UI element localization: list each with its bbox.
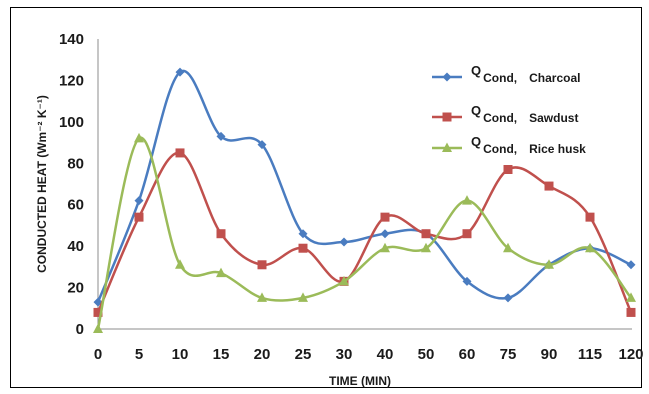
data-point bbox=[93, 307, 103, 317]
data-point bbox=[421, 229, 431, 239]
x-tick-label: 20 bbox=[254, 346, 271, 363]
y-tick-labels: 0 20 40 60 80 100 120 140 bbox=[59, 31, 84, 338]
y-tick-label: 80 bbox=[67, 155, 84, 172]
legend-item: Q Cond, Sawdust bbox=[432, 103, 578, 125]
x-tick-labels: 0 5 10 15 20 25 30 40 50 60 75 90 115 120 bbox=[94, 346, 644, 363]
y-tick-label: 120 bbox=[59, 72, 84, 89]
data-point bbox=[503, 293, 513, 303]
data-point bbox=[175, 148, 185, 158]
legend-material: Charcoal bbox=[529, 71, 580, 85]
data-point bbox=[257, 260, 267, 270]
data-point bbox=[626, 292, 636, 302]
legend-q: Q bbox=[471, 134, 481, 149]
series-charcoal bbox=[93, 67, 636, 307]
data-point bbox=[134, 196, 144, 206]
data-point bbox=[380, 212, 390, 222]
x-tick-label: 5 bbox=[135, 346, 143, 363]
y-tick-label: 60 bbox=[67, 197, 84, 214]
data-point bbox=[216, 229, 226, 239]
data-point bbox=[462, 229, 472, 239]
data-point bbox=[134, 132, 144, 143]
data-point bbox=[257, 292, 267, 302]
legend-subscript: Cond, bbox=[483, 142, 517, 156]
series-line bbox=[96, 151, 633, 313]
x-tick-label: 40 bbox=[377, 346, 394, 363]
x-tick-label: 120 bbox=[618, 346, 643, 363]
data-point bbox=[626, 307, 636, 317]
series-layer bbox=[93, 67, 636, 333]
data-point bbox=[339, 237, 349, 247]
data-point bbox=[462, 276, 472, 286]
data-point bbox=[380, 229, 390, 239]
legend-material: Sawdust bbox=[529, 111, 578, 125]
legend-q: Q bbox=[471, 63, 481, 78]
data-point bbox=[544, 181, 554, 191]
data-point bbox=[257, 140, 267, 150]
data-point bbox=[134, 212, 144, 222]
legend-label: Q Cond, Charcoal bbox=[471, 63, 580, 85]
data-point bbox=[380, 242, 390, 253]
data-point bbox=[298, 243, 308, 253]
data-point bbox=[339, 275, 349, 286]
data-point bbox=[175, 259, 185, 269]
series-line bbox=[96, 136, 632, 330]
data-point bbox=[503, 242, 513, 253]
chart-axes bbox=[97, 39, 632, 330]
y-tick-label: 40 bbox=[67, 238, 84, 255]
x-tick-label: 90 bbox=[541, 346, 558, 363]
legend-marker bbox=[442, 112, 452, 122]
x-tick-label: 15 bbox=[213, 346, 230, 363]
chart-frame bbox=[10, 7, 642, 388]
legend-marker bbox=[442, 72, 452, 82]
data-point bbox=[216, 267, 226, 278]
data-point bbox=[298, 229, 308, 239]
legend-item: Q Cond, Rice husk bbox=[432, 134, 586, 156]
x-tick-label: 115 bbox=[578, 346, 602, 363]
legend-item: Q Cond, Charcoal bbox=[432, 63, 580, 85]
x-tick-label: 60 bbox=[459, 346, 476, 363]
y-tick-label: 0 bbox=[76, 321, 84, 338]
legend-label: Q Cond, Sawdust bbox=[471, 103, 578, 125]
series-sawdust bbox=[93, 148, 636, 317]
legend-marker bbox=[442, 142, 452, 152]
x-tick-label: 10 bbox=[172, 346, 189, 363]
y-axis-title: CONDUCTED HEAT (Wm⁻² K⁻¹) bbox=[35, 95, 49, 273]
x-tick-label: 30 bbox=[336, 346, 353, 363]
data-point bbox=[298, 292, 308, 302]
data-point bbox=[503, 165, 513, 174]
data-point bbox=[421, 242, 431, 253]
series-rice-husk bbox=[93, 132, 636, 333]
y-tick-label: 100 bbox=[59, 114, 84, 131]
data-point bbox=[585, 242, 595, 253]
x-tick-label: 0 bbox=[94, 346, 102, 363]
y-tick-label: 140 bbox=[59, 31, 84, 48]
legend-subscript: Cond, bbox=[483, 111, 517, 125]
x-tick-label: 25 bbox=[295, 346, 312, 363]
x-tick-label: 50 bbox=[418, 346, 435, 363]
data-point bbox=[175, 67, 185, 77]
x-axis-title: TIME (MIN) bbox=[329, 374, 391, 388]
data-point bbox=[585, 212, 595, 222]
data-point bbox=[93, 323, 103, 333]
data-point bbox=[462, 195, 472, 205]
x-tick-label: 75 bbox=[500, 346, 517, 363]
legend-material: Rice husk bbox=[529, 142, 586, 156]
data-point bbox=[626, 260, 636, 270]
legend-subscript: Cond, bbox=[483, 71, 517, 85]
data-point bbox=[544, 259, 554, 269]
y-tick-label: 20 bbox=[67, 280, 84, 297]
data-point bbox=[216, 131, 226, 141]
legend-q: Q bbox=[471, 103, 481, 118]
legend-label: Q Cond, Rice husk bbox=[471, 134, 586, 156]
